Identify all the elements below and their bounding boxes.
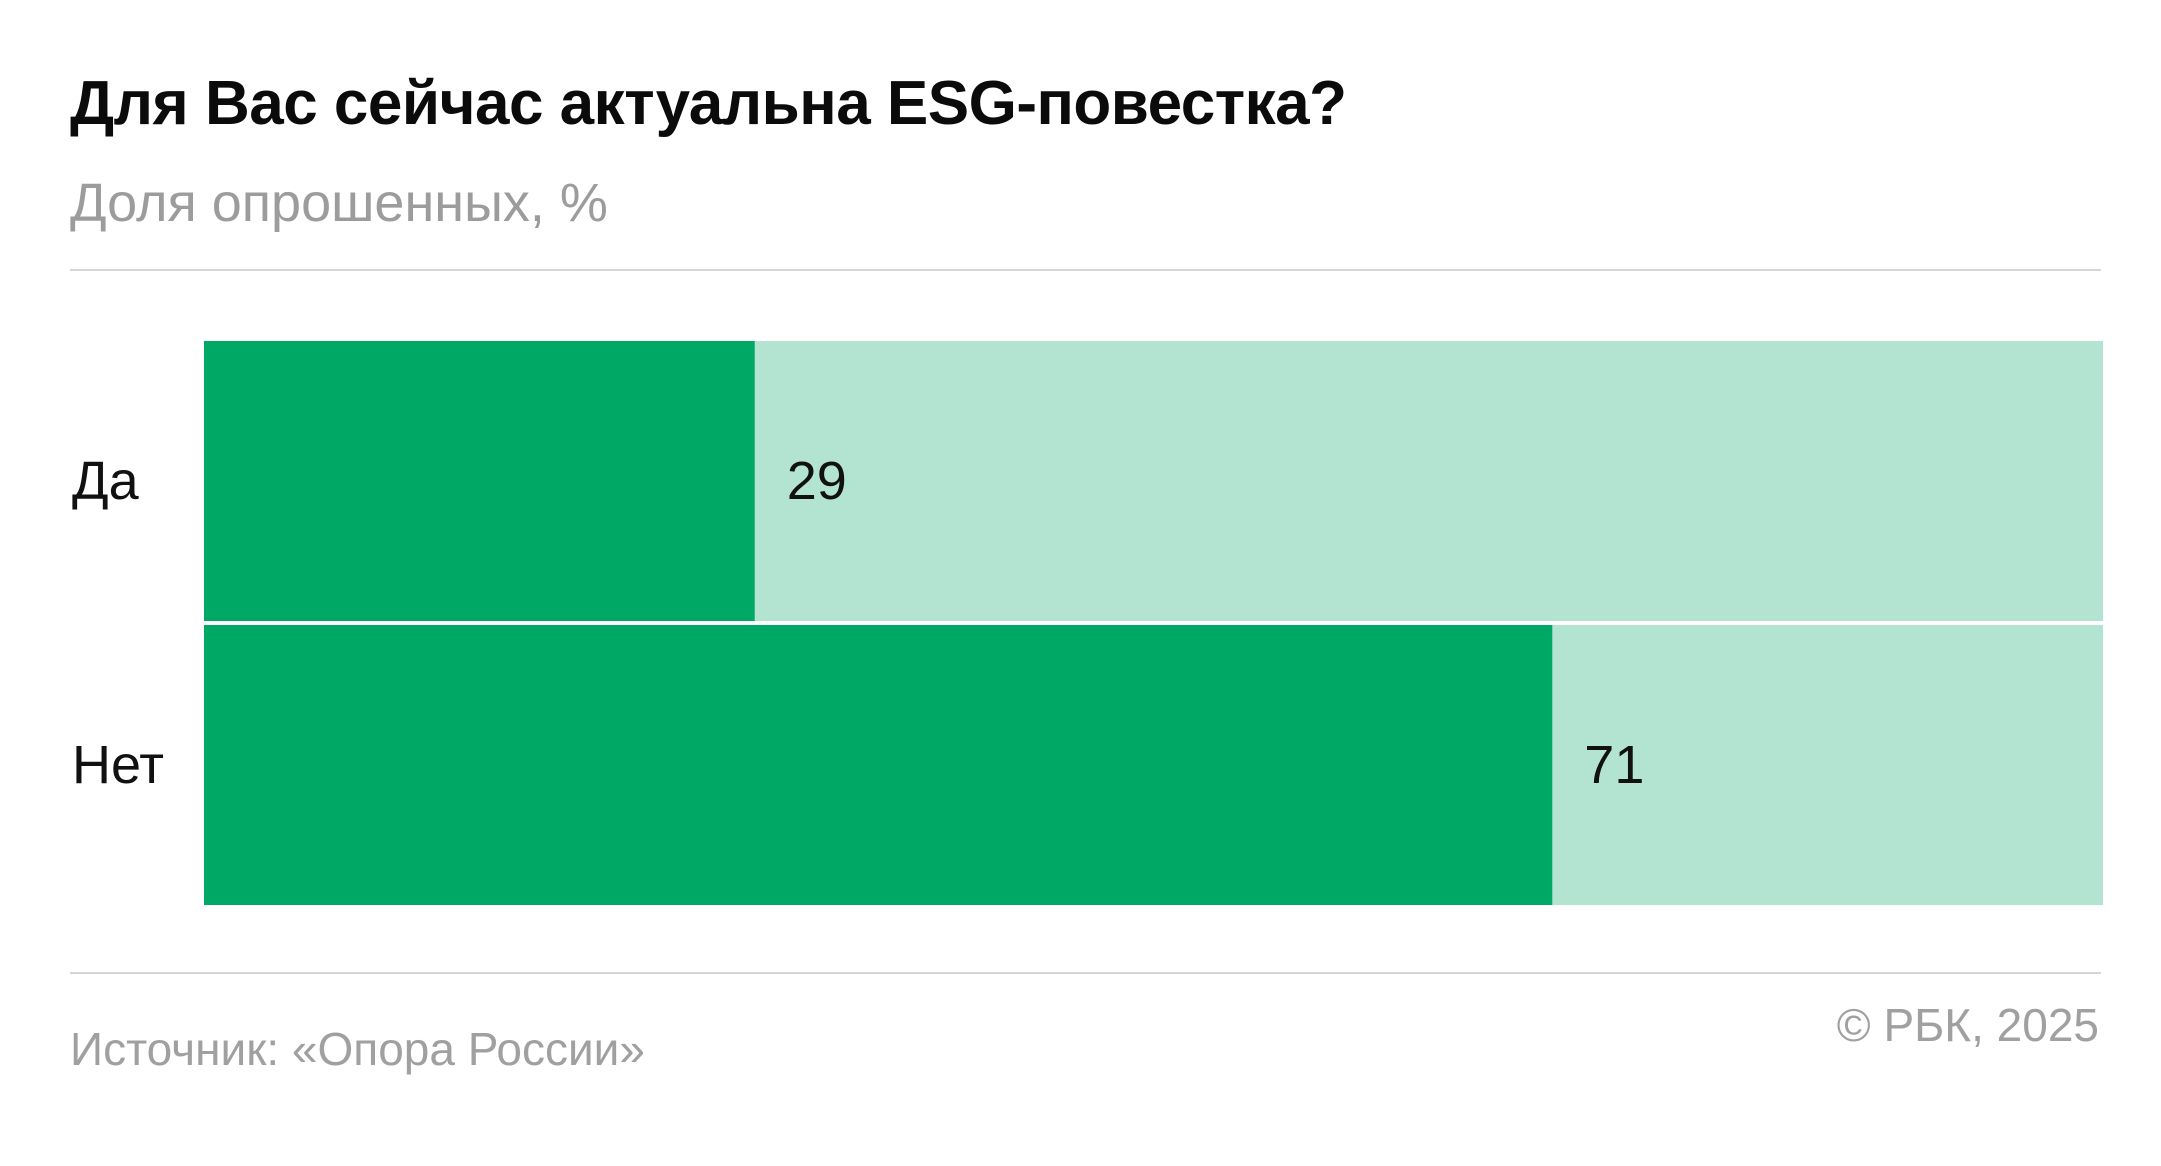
category-label: Да <box>72 451 140 511</box>
bar <box>204 625 1553 905</box>
top-divider <box>70 269 2101 271</box>
bottom-divider <box>70 972 2101 974</box>
chart-title: Для Вас сейчас актуальна ESG-повестка? <box>70 69 1347 138</box>
category-label: Нет <box>72 735 164 795</box>
data-label: 71 <box>1584 735 1644 795</box>
copyright-note: © РБК, 2025 <box>1836 999 2099 1051</box>
chart-subtitle: Доля опрошенных, % <box>70 173 608 233</box>
source-note: Источник: «Опора России» <box>70 1023 645 1075</box>
bar <box>204 341 755 621</box>
data-label: 29 <box>787 451 847 511</box>
